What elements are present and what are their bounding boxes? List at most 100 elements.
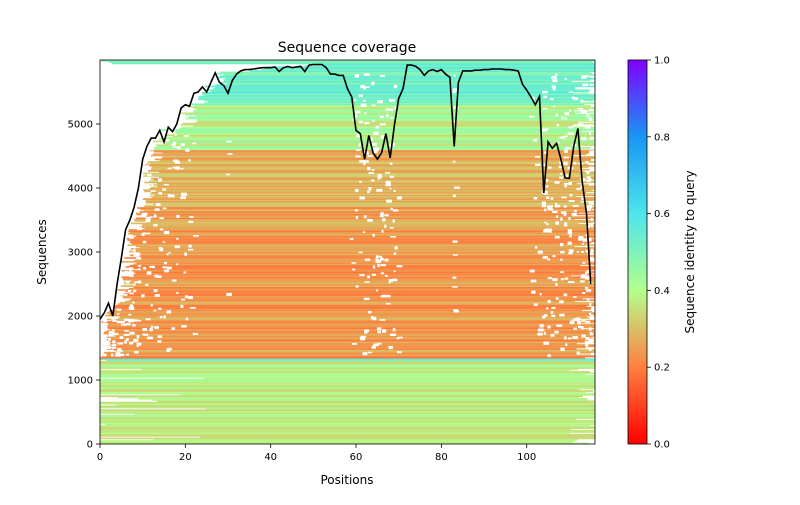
coverage-gap (585, 320, 591, 323)
coverage-gap (100, 128, 104, 132)
coverage-gap (193, 235, 199, 237)
coverage-gap (226, 292, 232, 296)
coverage-row (116, 346, 586, 349)
coverage-gap (176, 263, 179, 266)
coverage-gap (121, 86, 125, 89)
coverage-gap (452, 120, 458, 123)
coverage-gap (103, 295, 106, 298)
coverage-gap (106, 89, 113, 93)
colorbar-tick-label: 0.8 (654, 132, 670, 143)
coverage-gap (150, 325, 154, 328)
coverage-row (131, 280, 595, 282)
coverage-gap (102, 221, 105, 225)
coverage-gap (589, 109, 592, 112)
coverage-gap (584, 286, 589, 290)
coverage-gap (576, 321, 581, 325)
coverage-gap (170, 101, 174, 104)
coverage-gap (121, 183, 126, 185)
coverage-row (124, 282, 595, 285)
coverage-gap (132, 156, 139, 159)
coverage-gap (127, 289, 132, 292)
coverage-gap (132, 301, 135, 304)
coverage-gap (125, 338, 129, 341)
coverage-gap (363, 215, 367, 219)
coverage-gap (176, 237, 179, 240)
coverage-gap (176, 291, 179, 294)
coverage-gap (112, 265, 116, 268)
coverage-gap (379, 123, 386, 126)
coverage-gap (132, 107, 135, 110)
coverage-row (142, 223, 595, 226)
coverage-gap (393, 84, 398, 89)
coverage-gap (116, 168, 122, 171)
coverage-gap (375, 125, 380, 129)
coverage-gap (547, 230, 552, 233)
coverage-gap (554, 204, 561, 208)
coverage-gap (589, 83, 595, 86)
coverage-gap (103, 149, 107, 152)
coverage-gap (111, 256, 116, 260)
coverage-gap (133, 254, 137, 257)
coverage-row (121, 260, 587, 263)
coverage-gap (380, 135, 387, 139)
coverage-gap (124, 146, 131, 151)
coverage-gap (111, 128, 117, 131)
coverage-gap (367, 154, 373, 157)
coverage-row (215, 84, 595, 86)
coverage-gap (115, 116, 119, 119)
coverage-row (100, 420, 595, 423)
coverage-gap (349, 238, 354, 241)
coverage-gap (128, 81, 134, 84)
coverage-gap (550, 311, 554, 314)
coverage-gap (149, 216, 153, 218)
coverage-gap (129, 341, 134, 345)
coverage-gap (107, 218, 111, 221)
coverage-row (100, 414, 595, 417)
coverage-gap (129, 235, 134, 239)
coverage-gap (138, 201, 144, 204)
coverage-gap (546, 196, 550, 200)
coverage-row (130, 267, 595, 270)
coverage-gap (556, 123, 559, 127)
coverage-gap (555, 202, 558, 206)
coverage-gap (103, 90, 108, 94)
coverage-row (181, 126, 595, 129)
coverage-gap (588, 327, 592, 331)
coverage-row (100, 387, 595, 390)
coverage-gap (362, 231, 366, 233)
coverage-gap (452, 160, 456, 163)
coverage-gap (155, 275, 162, 279)
colorbar-tick-label: 1.0 (654, 56, 670, 67)
coverage-gap (390, 235, 397, 238)
coverage-gap (132, 283, 136, 286)
coverage-gap (123, 189, 127, 192)
coverage-gap (569, 110, 572, 112)
coverage-gap (107, 164, 111, 167)
coverage-row (266, 66, 595, 69)
coverage-row (145, 200, 581, 203)
coverage-row (110, 328, 595, 331)
coverage-gap (100, 310, 103, 312)
coverage-gap (100, 171, 101, 175)
coverage-gap (580, 280, 585, 283)
coverage-gap (392, 328, 396, 332)
coverage-row (158, 171, 595, 174)
coverage-row (193, 109, 575, 112)
coverage-row (158, 176, 595, 179)
coverage-row (198, 95, 595, 98)
coverage-gap (111, 157, 116, 159)
coverage-gap (364, 329, 370, 333)
coverage-gap (123, 80, 127, 83)
coverage-gap (100, 276, 107, 280)
coverage-gap (115, 354, 121, 357)
coverage-gap (113, 140, 117, 143)
coverage-gap (102, 151, 107, 154)
coverage-gap (100, 160, 105, 164)
coverage-gap (125, 90, 129, 94)
coverage-row (100, 388, 580, 391)
coverage-gap (590, 158, 595, 162)
coverage-gap (145, 283, 149, 286)
coverage-gap (130, 196, 135, 200)
coverage-gap (561, 196, 567, 199)
coverage-gap (364, 281, 370, 283)
